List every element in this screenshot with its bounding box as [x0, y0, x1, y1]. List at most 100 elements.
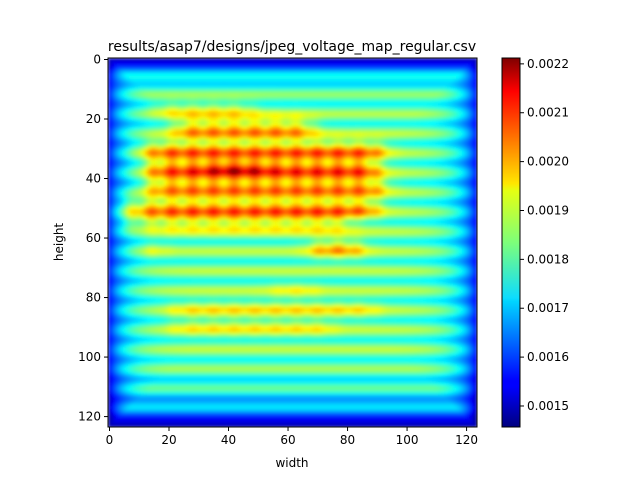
heatmap-cell	[444, 96, 448, 101]
heatmap-cell	[399, 111, 404, 116]
heatmap-cell	[432, 105, 436, 110]
heatmap-cell	[372, 99, 377, 104]
heatmap-cell	[191, 111, 195, 116]
heatmap-cell	[274, 108, 279, 113]
heatmap-cell	[173, 58, 178, 62]
heatmap-cell	[441, 66, 445, 71]
heatmap-cell	[372, 60, 377, 65]
heatmap-cell	[462, 78, 466, 83]
heatmap-cell	[215, 87, 219, 92]
heatmap-cell	[384, 63, 389, 68]
heatmap-cell	[274, 78, 279, 83]
heatmap-cell	[289, 60, 294, 65]
heatmap-cell	[113, 60, 118, 65]
heatmap-cell	[280, 72, 285, 77]
heatmap-cell	[244, 93, 249, 98]
heatmap-cell	[295, 108, 300, 113]
heatmap-cell	[432, 102, 436, 107]
heatmap-cell	[212, 108, 216, 113]
heatmap-cell	[381, 93, 386, 98]
heatmap-cell	[456, 108, 460, 113]
heatmap-cell	[215, 108, 219, 113]
heatmap-cell	[194, 58, 198, 62]
heatmap-cell	[387, 58, 392, 62]
heatmap-cell	[218, 81, 222, 86]
heatmap-cell	[387, 87, 392, 92]
heatmap-cell	[337, 66, 341, 71]
heatmap-cell	[140, 90, 145, 95]
heatmap-cell	[116, 90, 121, 95]
heatmap-cell	[337, 108, 341, 113]
heatmap-cell	[346, 84, 350, 89]
heatmap-cell	[459, 81, 463, 86]
heatmap-cell	[435, 108, 439, 113]
heatmap-cell	[301, 72, 306, 77]
heatmap-cell	[331, 114, 335, 119]
heatmap-cell	[435, 60, 439, 65]
heatmap-cell	[298, 102, 303, 107]
heatmap-cell	[378, 78, 383, 83]
heatmap-cell	[375, 90, 380, 95]
heatmap-cell	[244, 111, 249, 116]
heatmap-cell	[191, 102, 195, 107]
heatmap-cell	[265, 87, 270, 92]
heatmap-cell	[337, 84, 341, 89]
heatmap-cell	[381, 66, 386, 71]
heatmap-cell	[206, 81, 210, 86]
heatmap-cell	[209, 90, 213, 95]
heatmap-cell	[119, 75, 124, 80]
heatmap-cell	[366, 78, 371, 83]
heatmap-cell	[113, 105, 118, 110]
heatmap-cell	[122, 108, 127, 113]
heatmap-cell	[471, 60, 475, 65]
heatmap-cell	[378, 66, 383, 71]
heatmap-cell	[360, 84, 365, 89]
heatmap-cell	[170, 96, 175, 101]
heatmap-cell	[247, 72, 252, 77]
heatmap-cell	[471, 102, 475, 107]
heatmap-cell	[360, 111, 365, 116]
heatmap-cell	[346, 114, 350, 119]
heatmap-cell	[241, 87, 246, 92]
heatmap-cell	[283, 81, 288, 86]
heatmap-cell	[221, 84, 225, 89]
heatmap-cell	[322, 105, 326, 110]
heatmap-cell	[375, 93, 380, 98]
heatmap-cell	[393, 93, 398, 98]
heatmap-cell	[185, 93, 189, 98]
heatmap-cell	[146, 90, 151, 95]
heatmap-cell	[122, 75, 127, 80]
heatmap-cell	[191, 84, 195, 89]
heatmap-cell	[176, 60, 181, 65]
heatmap-cell	[209, 72, 213, 77]
heatmap-cell	[354, 69, 359, 74]
heatmap-cell	[161, 75, 166, 80]
heatmap-cell	[346, 108, 350, 113]
heatmap-cell	[334, 58, 338, 62]
heatmap-cell	[203, 81, 207, 86]
heatmap-cell	[357, 84, 362, 89]
heatmap-cell	[268, 58, 273, 62]
heatmap-cell	[137, 96, 142, 101]
heatmap-cell	[441, 75, 445, 80]
heatmap-cell	[390, 108, 395, 113]
heatmap-cell	[277, 90, 282, 95]
heatmap-cell	[378, 75, 383, 80]
heatmap-cell	[444, 111, 448, 116]
heatmap-cell	[283, 111, 288, 116]
heatmap-cell	[384, 108, 389, 113]
heatmap-cell	[340, 81, 344, 86]
heatmap-cell	[164, 114, 169, 119]
heatmap-cell	[274, 58, 279, 62]
heatmap-cell	[158, 63, 163, 68]
heatmap-cell	[253, 114, 258, 119]
heatmap-cell	[456, 81, 460, 86]
heatmap-cell	[325, 87, 329, 92]
heatmap-cell	[393, 111, 398, 116]
heatmap-cell	[304, 93, 308, 98]
heatmap-cell	[399, 108, 404, 113]
heatmap-cell	[411, 72, 416, 77]
heatmap-cell	[414, 84, 419, 89]
heatmap-cell	[108, 81, 112, 86]
heatmap-cell	[253, 66, 258, 71]
